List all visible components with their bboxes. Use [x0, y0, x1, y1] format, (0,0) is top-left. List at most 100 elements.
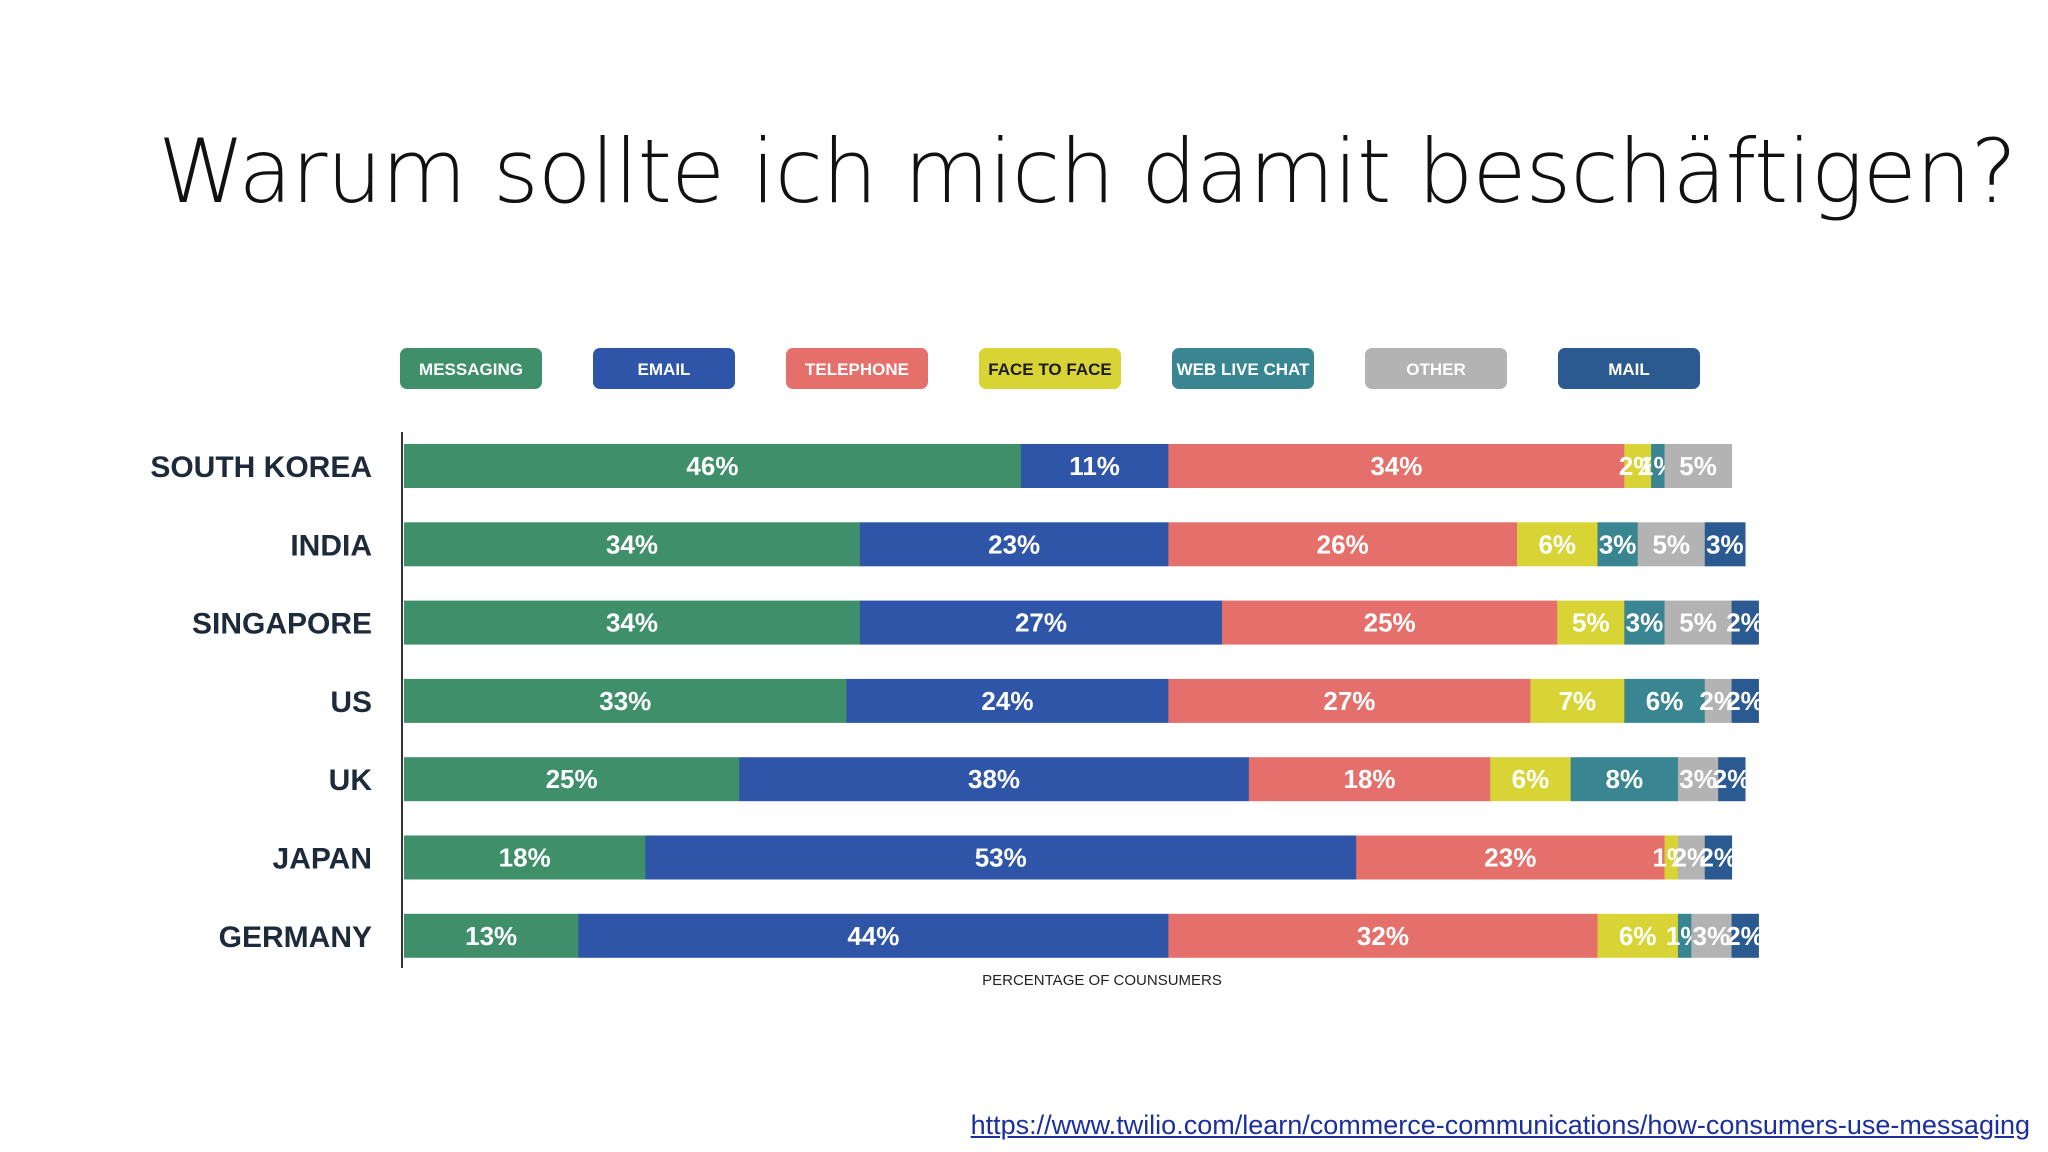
legend-label: EMAIL: [638, 360, 691, 379]
bar-segment-mail: [1731, 913, 1759, 958]
data-label: 2%: [1699, 686, 1737, 716]
bar-row-south-korea: 46% 11% 34% 2%1% 5%: [404, 444, 1733, 488]
data-label: 5%: [1652, 529, 1690, 559]
data-label: 5%: [1572, 608, 1610, 638]
data-label: 11%: [1069, 451, 1120, 481]
legend-swatch: [1172, 348, 1314, 389]
bar-segment-face-to-face: [1664, 835, 1679, 880]
chart-bars: 46% 11% 34% 2%1% 5%34% 23% 26% 6% 3% 5% 3%34% 27% 25…: [404, 444, 1764, 958]
data-label: 6%: [1619, 921, 1657, 951]
data-label: 3%: [1626, 608, 1664, 638]
bar-row-uk: 25% 38% 18% 6% 8% 3%2%: [404, 757, 1751, 802]
category-labels: SOUTH KOREA INDIA SINGAPORE US UK JAPAN GERMAN…: [150, 451, 372, 954]
data-label: 34%: [1370, 451, 1422, 481]
data-label: 23%: [988, 529, 1040, 559]
bar-segment-mail: [1731, 678, 1759, 723]
data-label: 3%: [1706, 529, 1744, 559]
bar-segment-email: [859, 600, 1223, 645]
data-label: 38%: [968, 764, 1020, 794]
bar-row-germany: 13% 44% 32% 6% 1%3%2%: [404, 913, 1764, 958]
data-label: 2%: [1619, 451, 1657, 481]
data-label: 46%: [686, 451, 738, 481]
bar-segment-messaging: [404, 913, 579, 958]
data-label: 18%: [499, 843, 551, 873]
legend-swatch: [979, 348, 1121, 389]
bar-segment-telephone: [1356, 835, 1666, 880]
bar-segment-telephone: [1168, 913, 1598, 958]
bar-segment-messaging: [404, 522, 861, 567]
bar-segment-mail: [1731, 600, 1759, 645]
bar-segment-messaging: [404, 600, 861, 645]
bar-segment-other: [1664, 444, 1733, 488]
data-label: 34%: [606, 529, 658, 559]
data-label: 32%: [1357, 921, 1409, 951]
bar-segment-telephone: [1168, 444, 1625, 488]
data-label: 7%: [1559, 686, 1597, 716]
bar-segment-messaging: [404, 444, 1022, 488]
data-label: 6%: [1646, 686, 1684, 716]
data-label: 27%: [1015, 608, 1067, 638]
source-link[interactable]: https://www.twilio.com/learn/commerce-co…: [970, 1110, 2030, 1140]
data-label: 2%: [1673, 843, 1711, 873]
data-label: 2%: [1726, 608, 1764, 638]
data-label: 5%: [1679, 608, 1717, 638]
bar-row-singapore: 34% 27% 25% 5% 3% 5% 2%: [404, 600, 1764, 645]
data-label: 2%: [1699, 843, 1737, 873]
data-label: 27%: [1323, 686, 1375, 716]
legend-label: TELEPHONE: [805, 360, 909, 379]
data-label: 2%: [1726, 686, 1764, 716]
bar-row-india: 34% 23% 26% 6% 3% 5% 3%: [404, 522, 1746, 567]
slide-title: Warum sollte ich mich damit beschäftigen…: [158, 120, 2017, 223]
bar-segment-mail: [1704, 522, 1746, 567]
legend-label: MESSAGING: [419, 360, 523, 379]
data-label: 3%: [1679, 764, 1717, 794]
x-axis-title: PERCENTAGE OF COUNSUMERS: [982, 972, 1222, 989]
data-label: 5%: [1679, 451, 1717, 481]
legend-item-face-to-face: FACE TO FACE: [979, 348, 1121, 389]
legend-swatch: [400, 348, 542, 389]
bar-segment-web-live-chat: [1570, 757, 1679, 802]
bar-segment-other: [1704, 678, 1733, 723]
data-label: 33%: [599, 686, 651, 716]
bar-segment-mail: [1718, 757, 1746, 802]
data-label: 13%: [465, 921, 517, 951]
bar-segment-face-to-face: [1597, 913, 1679, 958]
data-label: 2%: [1713, 764, 1751, 794]
data-label: 18%: [1343, 764, 1395, 794]
legend-item-mail: MAIL: [1558, 348, 1700, 389]
data-label: 34%: [606, 608, 658, 638]
bar-segment-web-live-chat: [1624, 600, 1666, 645]
legend-label: OTHER: [1406, 360, 1466, 379]
bar-segment-other: [1637, 522, 1706, 567]
bar-segment-email: [846, 678, 1169, 723]
data-label: 23%: [1484, 843, 1536, 873]
legend-item-telephone: TELEPHONE: [786, 348, 928, 389]
bar-segment-email: [1020, 444, 1169, 488]
data-label: 25%: [546, 764, 598, 794]
legend-item-email: EMAIL: [593, 348, 735, 389]
bar-row-us: 33% 24% 27% 7% 6% 2%2%: [404, 678, 1764, 723]
bar-segment-telephone: [1168, 678, 1531, 723]
data-label: 2%: [1726, 921, 1764, 951]
legend-label: WEB LIVE CHAT: [1177, 360, 1310, 379]
data-label: 3%: [1693, 921, 1731, 951]
data-label: 8%: [1606, 764, 1644, 794]
legend-item-other: OTHER: [1365, 348, 1507, 389]
bar-segment-email: [739, 757, 1250, 802]
data-label: 24%: [981, 686, 1033, 716]
bar-segment-email: [578, 913, 1169, 958]
legend-swatch: [1558, 348, 1700, 389]
bar-segment-face-to-face: [1624, 444, 1652, 488]
bar-segment-email: [645, 835, 1357, 880]
legend-label: MAIL: [1608, 360, 1650, 379]
bar-segment-face-to-face: [1490, 757, 1572, 802]
bar-segment-telephone: [1222, 600, 1558, 645]
bar-segment-other: [1664, 600, 1733, 645]
bar-segment-mail: [1704, 835, 1733, 880]
legend-label: FACE TO FACE: [988, 360, 1111, 379]
bar-segment-other: [1677, 835, 1706, 880]
category-label-japan: JAPAN: [273, 843, 372, 876]
bar-segment-web-live-chat: [1624, 678, 1706, 723]
category-label-uk: UK: [329, 764, 373, 797]
